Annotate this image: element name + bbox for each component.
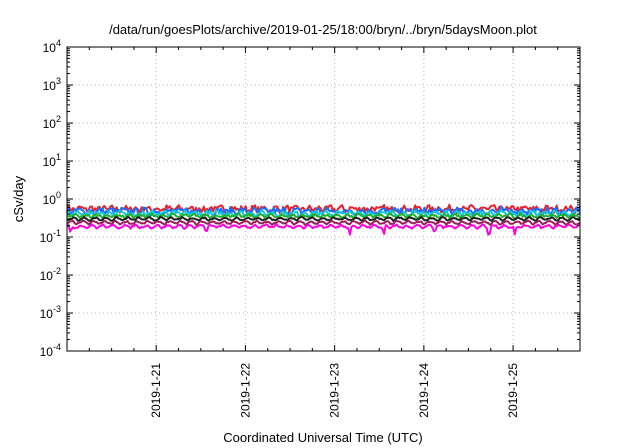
series-line bbox=[66, 212, 581, 220]
y-tick-label-exponent: 0 bbox=[56, 190, 61, 200]
y-tick-label: 10-2 bbox=[40, 266, 61, 283]
y-tick-label: 10-4 bbox=[40, 342, 61, 359]
y-tick-label: 102 bbox=[43, 114, 61, 131]
y-tick-label: 101 bbox=[43, 152, 61, 169]
y-tick-label-exponent: -2 bbox=[53, 266, 61, 276]
y-tick-label-exponent: 4 bbox=[56, 38, 61, 48]
y-tick-label-exponent: -4 bbox=[53, 342, 61, 352]
x-axis-label: Coordinated Universal Time (UTC) bbox=[223, 430, 422, 445]
y-tick-label-exponent: 2 bbox=[56, 114, 61, 124]
y-axis-label: cSv/day bbox=[11, 175, 26, 222]
y-tick-label-base: 10 bbox=[43, 41, 57, 55]
series-line bbox=[66, 209, 581, 218]
x-tick-label: 2019-1-24 bbox=[417, 363, 431, 418]
x-tick-label: 2019-1-23 bbox=[328, 363, 342, 418]
x-tick-label: 2019-1-21 bbox=[149, 363, 163, 418]
y-tick-label-exponent: 1 bbox=[56, 152, 61, 162]
y-tick-label: 100 bbox=[43, 190, 61, 207]
grid bbox=[67, 47, 580, 351]
y-tick-label-exponent: -3 bbox=[53, 304, 61, 314]
y-tick-label-base: 10 bbox=[40, 269, 54, 283]
y-tick-label: 104 bbox=[43, 38, 61, 55]
y-tick-label: 103 bbox=[43, 76, 61, 93]
y-tick-label-base: 10 bbox=[40, 231, 54, 245]
y-tick-label-base: 10 bbox=[43, 79, 57, 93]
y-tick-label-exponent: 3 bbox=[56, 76, 61, 86]
series-line bbox=[66, 215, 580, 222]
series-line bbox=[66, 219, 581, 226]
ticks: 10410310210110010-110-210-310-42019-1-21… bbox=[40, 38, 580, 418]
chart-title: /data/run/goesPlots/archive/2019-01-25/1… bbox=[109, 22, 537, 37]
y-tick-label-base: 10 bbox=[43, 193, 57, 207]
y-tick-label-base: 10 bbox=[43, 155, 57, 169]
y-tick-label-base: 10 bbox=[43, 117, 57, 131]
x-tick-label: 2019-1-22 bbox=[238, 363, 252, 418]
y-tick-label-exponent: -1 bbox=[53, 228, 61, 238]
y-tick-label: 10-1 bbox=[40, 228, 61, 245]
y-tick-label-base: 10 bbox=[40, 307, 54, 321]
x-tick-label: 2019-1-25 bbox=[506, 363, 520, 418]
y-tick-label-base: 10 bbox=[40, 345, 54, 359]
series-group bbox=[66, 203, 581, 236]
y-tick-label: 10-3 bbox=[40, 304, 61, 321]
series-line bbox=[66, 223, 581, 236]
